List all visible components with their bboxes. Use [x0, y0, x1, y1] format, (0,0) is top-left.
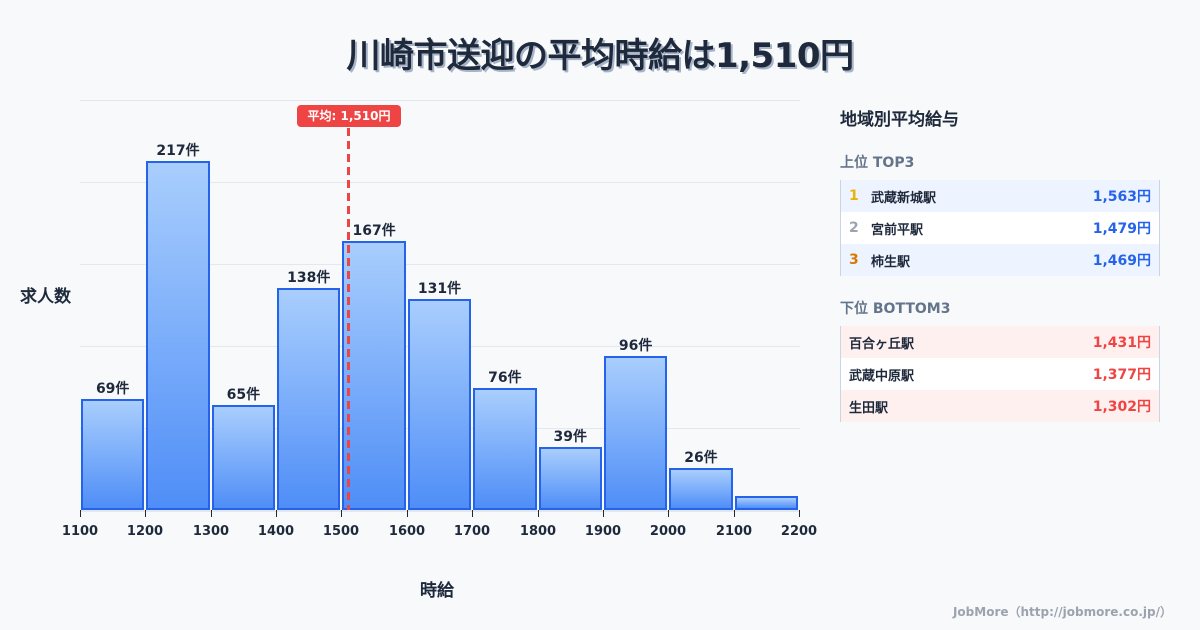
ranking-row: 1 武蔵新城駅 1,563円	[841, 180, 1159, 212]
top-section-title: 上位 TOP3	[840, 155, 915, 171]
station-wage: 1,431円	[1092, 335, 1151, 351]
x-tick	[472, 510, 473, 517]
x-tick-label: 2000	[649, 524, 687, 539]
x-tick	[407, 510, 408, 517]
histogram-bar	[538, 447, 602, 510]
top-ranking-list: 1 武蔵新城駅 1,563円 2 宮前平駅 1,479円 3 柿生駅 1,469…	[840, 180, 1160, 276]
station-wage: 1,469円	[1092, 253, 1151, 269]
bar-value-label: 76件	[488, 370, 522, 386]
x-tick-label: 1400	[257, 524, 295, 539]
y-axis-label: 求人数	[20, 287, 71, 307]
bar-value-label: 69件	[95, 381, 130, 397]
x-tick-label: 2100	[715, 524, 753, 539]
gridline	[80, 182, 800, 183]
x-tick	[276, 510, 277, 517]
histogram-bar	[603, 356, 668, 510]
x-axis-line	[80, 510, 800, 512]
histogram-bar	[277, 288, 341, 510]
x-axis-label: 時給	[420, 581, 454, 601]
bar-value-label: 138件	[287, 270, 331, 286]
ranking-row: 百合ヶ丘駅 1,431円	[841, 326, 1159, 358]
bar-value-label: 39件	[553, 429, 587, 445]
station-wage: 1,563円	[1092, 189, 1151, 205]
x-tick-label: 2200	[780, 524, 818, 539]
station-name: 武蔵新城駅	[871, 190, 937, 206]
rank-number: 3	[849, 252, 859, 268]
x-tick-label: 1300	[192, 524, 230, 539]
ranking-row: 生田駅 1,302円	[841, 390, 1159, 422]
station-wage: 1,302円	[1092, 399, 1151, 415]
x-tick-label: 1200	[126, 524, 164, 539]
station-wage: 1,377円	[1092, 367, 1151, 383]
x-tick	[341, 510, 342, 517]
ranking-row: 武蔵中原駅 1,377円	[841, 358, 1159, 390]
histogram-bar	[407, 299, 472, 510]
station-wage: 1,479円	[1092, 221, 1151, 237]
x-tick	[603, 510, 604, 517]
histogram-bar	[146, 161, 210, 510]
x-tick	[211, 510, 212, 517]
mean-badge: 平均: 1,510円	[297, 105, 401, 127]
gridline	[80, 264, 800, 265]
bottom-ranking-list: 百合ヶ丘駅 1,431円 武蔵中原駅 1,377円 生田駅 1,302円	[840, 326, 1160, 422]
station-name: 生田駅	[849, 400, 889, 416]
station-name: 武蔵中原駅	[849, 368, 915, 384]
histogram-bar	[81, 399, 145, 510]
panel-title: 地域別平均給与	[840, 110, 959, 130]
histogram-chart: 69件 217件 65件 138件 167件 131件 76件 39件 96件 26件 1100 1…	[20, 100, 817, 601]
bar-value-label: 26件	[684, 450, 718, 466]
station-name: 宮前平駅	[871, 222, 924, 238]
histogram-bar	[211, 405, 276, 510]
x-tick-label: 1700	[453, 524, 491, 539]
histogram-bar	[473, 388, 537, 510]
bar-value-label: 131件	[417, 281, 462, 297]
x-tick	[799, 510, 800, 517]
rank-number: 2	[849, 220, 859, 236]
rank-number: 1	[849, 188, 859, 204]
x-tick-label: 1900	[584, 524, 622, 539]
ranking-row: 2 宮前平駅 1,479円	[841, 212, 1159, 244]
histogram-bar	[342, 241, 406, 510]
footer-credit: JobMore（http://jobmore.co.jp/）	[952, 605, 1172, 619]
regional-salary-panel: 地域別平均給与 上位 TOP3 1 武蔵新城駅 1,563円 2 宮前平駅 1,…	[840, 100, 1160, 422]
x-tick	[80, 510, 81, 517]
station-name: 百合ヶ丘駅	[849, 336, 915, 352]
x-tick-label: 1800	[519, 524, 557, 539]
x-tick-label: 1500	[322, 524, 360, 539]
x-tick-label: 1600	[388, 524, 426, 539]
station-name: 柿生駅	[871, 254, 911, 270]
histogram-bar	[734, 496, 798, 510]
histogram-bar	[669, 468, 733, 510]
x-tick	[145, 510, 146, 517]
bar-value-label: 65件	[226, 387, 261, 403]
bar-value-label: 217件	[156, 143, 200, 159]
x-tick	[668, 510, 669, 517]
x-tick	[538, 510, 539, 517]
page-title: 川崎市送迎の平均時給は1,510円	[346, 36, 854, 76]
gridline	[80, 100, 800, 101]
x-tick-label: 1100	[61, 524, 99, 539]
x-tick	[734, 510, 735, 517]
bar-value-label: 96件	[618, 338, 653, 354]
bar-value-label: 167件	[352, 223, 396, 239]
mean-line	[347, 128, 350, 510]
ranking-row: 3 柿生駅 1,469円	[841, 244, 1159, 276]
bottom-section-title: 下位 BOTTOM3	[840, 301, 951, 317]
